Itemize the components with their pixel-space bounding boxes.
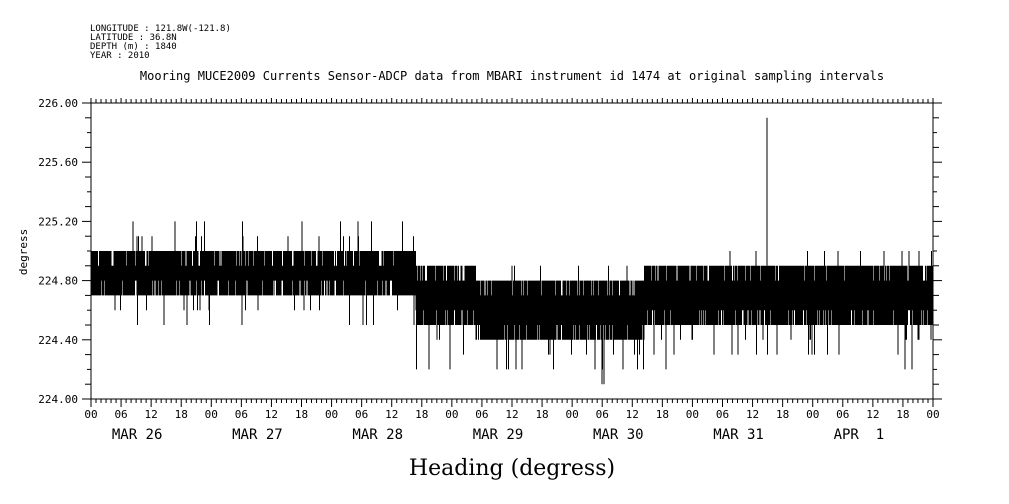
x-hour-label-12: 00	[445, 408, 458, 421]
x-hour-label-3: 18	[175, 408, 188, 421]
y-tick-label-0: 224.00	[38, 393, 78, 406]
x-day-label-3: MAR 29	[473, 427, 524, 443]
x-hour-label-15: 18	[535, 408, 548, 421]
meta-longitude: LONGITUDE : 121.8W(-121.8)	[90, 24, 231, 34]
x-day-label-1: MAR 27	[232, 427, 283, 443]
x-hour-label-20: 00	[686, 408, 699, 421]
x-hour-label-17: 06	[596, 408, 609, 421]
axes: 224.00 224.40 224.80 225.20 225.60 226.00 00 06…	[38, 97, 942, 443]
x-day-label-6: APR 1	[834, 427, 885, 443]
x-day-label-0: MAR 26	[112, 427, 163, 443]
x-hour-label-5: 06	[235, 408, 248, 421]
y-tick-label-4: 225.60	[38, 156, 78, 169]
series-heading	[90, 117, 934, 385]
x-hour-label-23: 18	[776, 408, 789, 421]
x-hour-label-25: 06	[836, 408, 849, 421]
y-tick-label-5: 226.00	[38, 97, 78, 110]
x-axis-caption: Heading (degress)	[409, 456, 615, 481]
x-hour-label-11: 18	[415, 408, 428, 421]
x-hour-label-14: 12	[505, 408, 518, 421]
meta-year: YEAR : 2010	[90, 51, 150, 61]
meta-depth: DEPTH (m) : 1840	[90, 42, 177, 52]
x-hour-label-22: 12	[746, 408, 759, 421]
y-tick-label-3: 225.20	[38, 215, 78, 228]
x-hour-label-28: 00	[926, 408, 939, 421]
x-hour-label-0: 00	[84, 408, 97, 421]
x-hour-label-27: 18	[896, 408, 909, 421]
x-day-label-4: MAR 30	[593, 427, 644, 443]
y-tick-label-2: 224.80	[38, 275, 78, 288]
x-hour-label-19: 18	[656, 408, 669, 421]
y-tick-label-1: 224.40	[38, 334, 78, 347]
chart-title: Mooring MUCE2009 Currents Sensor-ADCP da…	[140, 69, 884, 83]
x-hour-label-2: 12	[145, 408, 158, 421]
x-day-label-2: MAR 28	[352, 427, 403, 443]
x-hour-label-10: 12	[385, 408, 398, 421]
x-day-label-5: MAR 31	[713, 427, 764, 443]
x-hour-label-4: 00	[205, 408, 218, 421]
x-hour-label-16: 00	[566, 408, 579, 421]
metadata-block: LONGITUDE : 121.8W(-121.8) LATITUDE : 36…	[90, 24, 231, 61]
x-hour-label-9: 06	[355, 408, 368, 421]
x-hour-label-1: 06	[114, 408, 127, 421]
x-hour-label-24: 00	[806, 408, 819, 421]
x-hour-label-26: 12	[866, 408, 879, 421]
x-hour-label-13: 06	[475, 408, 488, 421]
y-axis-label: degress	[17, 229, 30, 275]
x-hour-label-18: 12	[626, 408, 639, 421]
x-hour-label-21: 06	[716, 408, 729, 421]
meta-latitude: LATITUDE : 36.8N	[90, 33, 177, 43]
series-band	[90, 221, 934, 385]
x-hour-label-8: 00	[325, 408, 338, 421]
x-hour-label-7: 18	[295, 408, 308, 421]
x-hour-label-6: 12	[265, 408, 278, 421]
